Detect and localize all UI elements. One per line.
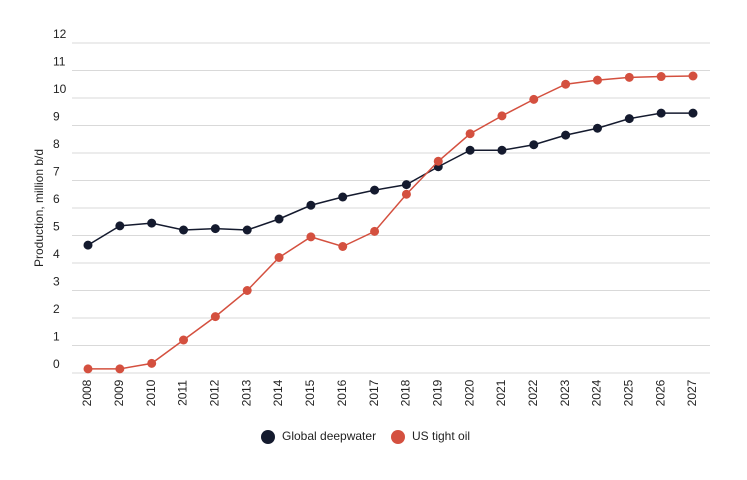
data-point bbox=[179, 335, 189, 345]
data-point bbox=[115, 364, 125, 374]
data-point bbox=[433, 156, 443, 166]
data-point bbox=[497, 111, 507, 121]
x-tick-label: 2019 bbox=[430, 379, 444, 406]
data-point bbox=[688, 71, 698, 81]
data-point bbox=[401, 180, 411, 190]
data-point bbox=[688, 108, 698, 118]
data-point bbox=[561, 79, 571, 89]
data-point bbox=[306, 232, 316, 242]
x-tick-label: 2020 bbox=[462, 379, 476, 406]
data-point bbox=[497, 145, 507, 155]
data-point bbox=[465, 145, 475, 155]
y-tick-label: 2 bbox=[53, 302, 60, 316]
y-tick-label: 11 bbox=[53, 55, 66, 69]
data-point bbox=[624, 114, 634, 124]
x-tick-label: 2021 bbox=[494, 379, 508, 406]
x-tick-label: 2023 bbox=[558, 379, 572, 406]
data-point bbox=[83, 240, 93, 250]
x-tick-label: 2024 bbox=[590, 379, 604, 406]
y-tick-label: 6 bbox=[53, 192, 60, 206]
y-axis-label: Production, million b/d bbox=[32, 149, 46, 267]
x-tick-label: 2018 bbox=[399, 379, 413, 406]
y-tick-label: 7 bbox=[53, 165, 60, 179]
x-tick-label: 2015 bbox=[303, 379, 317, 406]
data-point bbox=[242, 286, 252, 295]
data-point bbox=[592, 75, 602, 85]
data-point bbox=[529, 140, 539, 150]
x-tick-label: 2008 bbox=[80, 379, 94, 406]
data-point bbox=[179, 225, 189, 235]
data-point bbox=[656, 108, 666, 118]
data-point bbox=[210, 312, 220, 322]
legend-marker bbox=[391, 430, 405, 444]
x-tick-label: 2009 bbox=[112, 379, 126, 406]
data-point bbox=[529, 94, 539, 104]
data-point bbox=[401, 189, 411, 199]
x-tick-label: 2010 bbox=[144, 379, 158, 406]
x-tick-label: 2014 bbox=[271, 379, 285, 406]
x-tick-label: 2011 bbox=[176, 380, 190, 406]
x-tick-label: 2016 bbox=[335, 379, 349, 406]
y-tick-label: 10 bbox=[53, 82, 67, 96]
data-point bbox=[370, 185, 380, 195]
data-point bbox=[656, 72, 666, 82]
x-tick-label: 2022 bbox=[526, 379, 540, 406]
y-tick-label: 3 bbox=[53, 275, 60, 289]
x-tick-label: 2025 bbox=[621, 379, 635, 406]
y-tick-label: 12 bbox=[53, 27, 67, 41]
legend-marker bbox=[261, 430, 275, 444]
data-point bbox=[274, 253, 284, 262]
data-point bbox=[465, 129, 475, 139]
legend-label: US tight oil bbox=[412, 429, 470, 443]
data-point bbox=[370, 226, 380, 236]
series-line bbox=[88, 75, 694, 370]
data-point bbox=[592, 123, 602, 133]
x-tick-label: 2012 bbox=[208, 379, 222, 406]
data-point bbox=[242, 225, 252, 235]
y-tick-label: 0 bbox=[53, 357, 60, 371]
series-line bbox=[87, 112, 693, 246]
data-point bbox=[83, 364, 93, 374]
y-tick-label: 8 bbox=[53, 137, 60, 151]
y-tick-label: 5 bbox=[53, 220, 60, 234]
data-point bbox=[147, 218, 157, 228]
x-tick-label: 2026 bbox=[653, 379, 667, 406]
data-point bbox=[338, 192, 348, 202]
data-point bbox=[115, 221, 125, 231]
data-point bbox=[561, 130, 571, 140]
data-point bbox=[274, 214, 284, 224]
data-point bbox=[624, 72, 634, 82]
data-point bbox=[306, 200, 316, 210]
y-tick-label: 9 bbox=[53, 110, 60, 124]
data-point bbox=[338, 242, 348, 251]
x-tick-label: 2017 bbox=[367, 379, 381, 406]
data-point bbox=[147, 358, 157, 368]
y-tick-label: 4 bbox=[53, 247, 60, 261]
x-tick-label: 2013 bbox=[239, 379, 253, 406]
x-tick-label: 2027 bbox=[685, 379, 699, 406]
data-point bbox=[210, 224, 220, 234]
y-tick-label: 1 bbox=[53, 330, 60, 344]
legend-label: Global deepwater bbox=[282, 429, 376, 443]
